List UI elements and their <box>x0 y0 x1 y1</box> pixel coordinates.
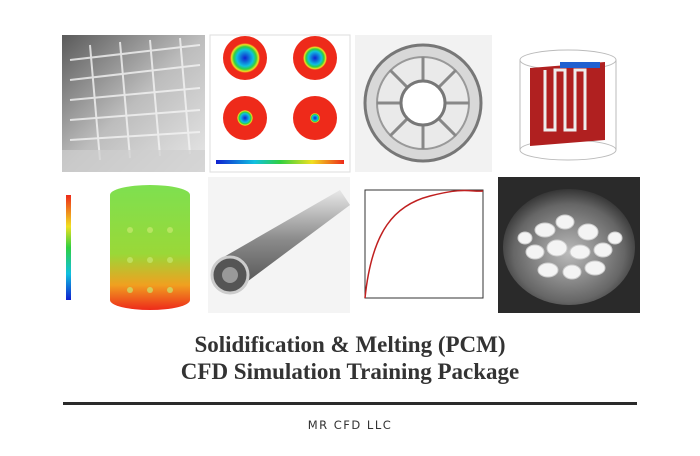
thumb-pcm-granules-g-ellipse <box>569 244 591 260</box>
thumb-pressure-cylinder-g <box>127 227 173 293</box>
thumb-pressure-cylinder-rect <box>66 195 71 300</box>
thumb-contours-circle <box>237 110 253 126</box>
thumb-pcm-granules-g-ellipse <box>555 214 575 230</box>
thumb-pressure-cylinder-g-circle <box>147 227 153 233</box>
thumb-contours-circle <box>230 43 260 73</box>
thumb-heat-exchanger <box>497 35 640 172</box>
thumb-tube <box>208 177 350 313</box>
thumb-contours-circle <box>303 46 327 70</box>
thumb-tube-path <box>222 190 350 290</box>
company-name: MR CFD LLC <box>308 418 393 432</box>
thumb-pressure-cylinder-g-circle <box>127 287 133 293</box>
thumb-pressure-cylinder-g-circle <box>167 227 173 233</box>
thumb-pcm-granules-g-ellipse <box>534 222 556 238</box>
thumb-pressure-cylinder-g-circle <box>147 257 153 263</box>
thumb-tube-circle <box>222 267 238 283</box>
thumb-pcm-granules-g-ellipse <box>584 260 606 276</box>
thumb-containers-g-path <box>69 44 201 141</box>
thumb-containers-g-path <box>89 37 191 161</box>
thumb-pcm-granules-g-ellipse <box>537 262 559 278</box>
thumb-pcm-granules <box>498 177 640 313</box>
thumb-containers-rect <box>62 150 205 172</box>
thumb-pcm-granules-g-ellipse <box>546 239 568 257</box>
thumb-plot <box>353 177 493 313</box>
thumb-pcm-granules-g-ellipse <box>517 231 533 245</box>
thumb-pressure-cylinder-path <box>110 185 190 310</box>
thumb-ring <box>355 35 492 172</box>
thumb-plot-path <box>364 189 484 299</box>
thumb-ring-circle <box>399 79 447 127</box>
thumb-pressure-cylinder-g-circle <box>127 257 133 263</box>
thumb-pressure-cylinder-g-circle <box>127 227 133 233</box>
thumb-pressure-cylinder-g-circle <box>167 287 173 293</box>
divider <box>63 402 637 405</box>
thumb-pressure-cylinder-g-circle <box>167 257 173 263</box>
thumb-pcm-granules-g-ellipse <box>562 264 582 280</box>
thumb-pcm-granules-g-ellipse <box>593 242 613 258</box>
thumb-pcm-granules-ellipse <box>503 189 635 305</box>
thumb-plot-rect <box>364 189 484 299</box>
thumb-contours-rect <box>216 160 344 164</box>
title-line: Solidification & Melting (PCM) <box>194 332 505 357</box>
thumb-pressure-cylinder <box>62 177 205 313</box>
thumb-pcm-granules-g-ellipse <box>525 244 545 260</box>
title-line: CFD Simulation Training Package <box>181 359 519 384</box>
thumb-containers-g <box>69 37 201 161</box>
thumb-pressure-cylinder-g-circle <box>147 287 153 293</box>
thumb-containers <box>62 35 205 172</box>
thumb-heat-exchanger-path <box>530 62 605 146</box>
thumb-heat-exchanger-rect <box>560 62 600 68</box>
thumb-pcm-granules-g-ellipse <box>577 223 599 241</box>
thumb-heat-exchanger-path <box>543 68 587 132</box>
thumb-pcm-granules-g <box>517 214 623 280</box>
thumb-contours <box>209 34 351 173</box>
thumb-contours-circle <box>310 113 320 123</box>
thumb-pcm-granules-g-ellipse <box>607 231 623 245</box>
